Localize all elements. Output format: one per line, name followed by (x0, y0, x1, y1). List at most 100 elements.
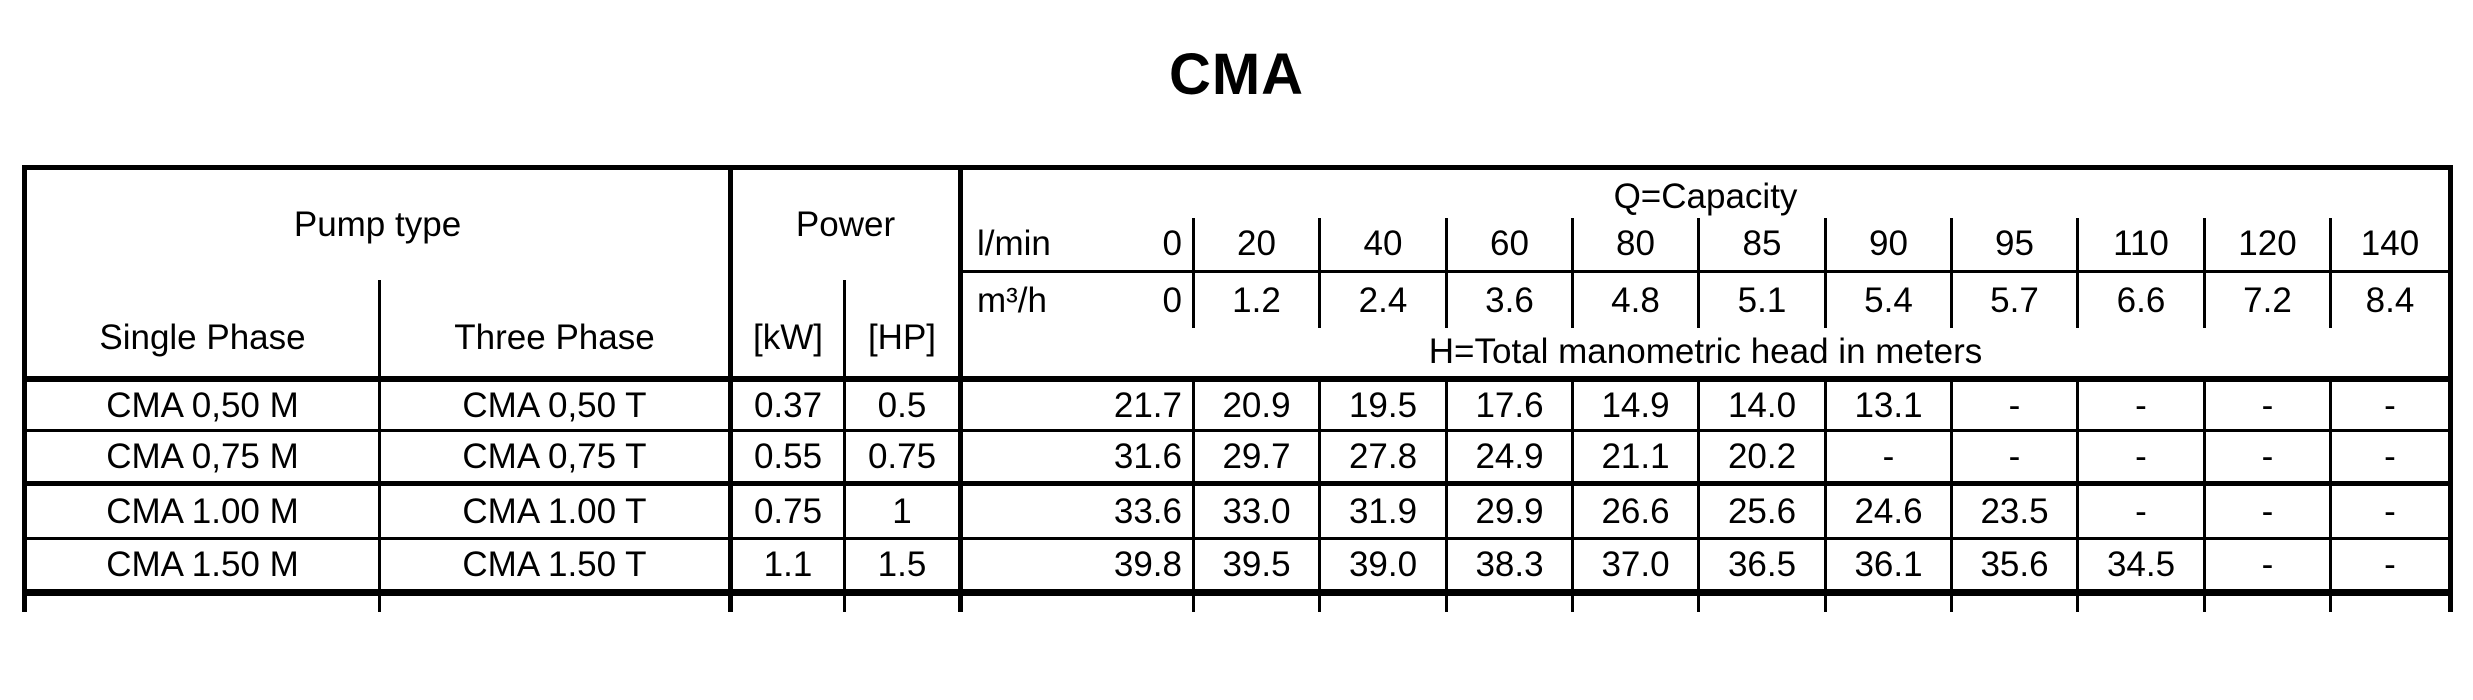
head-value-cell: 33.6 (1113, 491, 1182, 531)
head-value-cell: 24.9 (1475, 436, 1544, 476)
capacity-col-separator (1950, 218, 1953, 328)
kw-value-cell: 0.37 (753, 385, 823, 425)
table-border-right (2448, 165, 2453, 596)
hp-value-cell: 1.5 (877, 544, 927, 584)
capacity-col-separator (1950, 382, 1953, 589)
m3h-value-cell: 3.6 (1485, 280, 1534, 320)
m3h-label: m³/h (977, 280, 1047, 320)
head-value-cell: 34.5 (2106, 544, 2176, 584)
capacity-col-separator (1697, 382, 1700, 589)
head-value-cell: 25.6 (1727, 491, 1797, 531)
lmin-label: l/min (977, 224, 1051, 263)
grid-line-stub (1571, 596, 1574, 612)
capacity-col-separator (2076, 382, 2079, 589)
capacity-col-separator (2329, 218, 2332, 328)
single-phase-header: Single Phase (99, 318, 306, 357)
capacity-header: Q=Capacity (1613, 177, 1798, 216)
capacity-col-separator (1445, 218, 1448, 328)
capacity-col-separator (1445, 382, 1448, 589)
head-value-cell: - (2261, 385, 2274, 425)
m3h-label-cell: m³/h 0 (963, 273, 1192, 328)
hp-header: [HP] (867, 318, 937, 357)
single-phase-cell: CMA 1.00 M (106, 491, 299, 531)
header-bottom-rule (27, 376, 2448, 382)
kw-value-cell: 0.55 (753, 436, 823, 476)
m3h-value-cell: 2.4 (1358, 280, 1408, 320)
kw-value-cell: 1.1 (763, 544, 813, 584)
head-value-cell: 14.9 (1601, 385, 1670, 425)
head-value-cell: 37.0 (1601, 544, 1670, 584)
capacity-col-separator (1318, 218, 1321, 328)
grid-line-stub (1318, 596, 1321, 612)
grid-line-stub (1697, 596, 1700, 612)
page-title: CMA (1168, 42, 1305, 107)
head-value-cell: 27.8 (1348, 436, 1418, 476)
head-value-cell: - (2135, 491, 2147, 531)
head-value-cell: 21.7 (1113, 385, 1182, 425)
head-value-cell: 31.9 (1348, 491, 1418, 531)
lmin-value-cell: 40 (1363, 224, 1403, 263)
head-value-cell: - (2261, 544, 2274, 584)
head-value-cell: - (2008, 385, 2021, 425)
head-value-cell: 29.9 (1475, 491, 1544, 531)
pump-table: Pump type Power Q=Capacity Single Phase … (22, 165, 2453, 596)
divider-single-three (378, 280, 381, 589)
m3h-value-cell: 7.2 (2243, 280, 2292, 320)
m3h-value-cell: 5.1 (1737, 280, 1787, 320)
capacity-col-separator (1192, 382, 1195, 589)
m3h-value-cell: 1.2 (1232, 280, 1281, 320)
power-header: Power (795, 205, 896, 244)
row-rule-3 (27, 537, 2448, 540)
capacity-col-separator (2203, 218, 2206, 328)
three-phase-cell: CMA 1.00 T (462, 491, 647, 531)
head-value-cell: - (2135, 436, 2147, 476)
head-value-cell: 26.6 (1601, 491, 1670, 531)
hp-value-cell: 0.75 (867, 436, 937, 476)
capacity-col-separator (1824, 218, 1827, 328)
lmin-value: 0 (1162, 224, 1182, 263)
lmin-value-cell: 80 (1616, 224, 1655, 263)
single-phase-cell: CMA 0,75 M (106, 436, 299, 476)
m3h-value-cell: 5.4 (1864, 280, 1913, 320)
single-phase-cell: CMA 0,50 M (106, 385, 299, 425)
capacity-col-separator (1571, 218, 1574, 328)
head-value-cell: - (2384, 385, 2396, 425)
capacity-col-separator (1192, 218, 1195, 328)
head-value-cell: 39.5 (1222, 544, 1291, 584)
lmin-label-cell: l/min 0 (963, 218, 1192, 270)
head-value-cell: - (2384, 544, 2396, 584)
grid-line-stub (958, 596, 963, 612)
capacity-col-separator (1824, 382, 1827, 589)
lmin-value-cell: 120 (2238, 224, 2297, 263)
grid-line-stub (2203, 596, 2206, 612)
capacity-col-separator (1318, 382, 1321, 589)
head-value-cell: 33.0 (1222, 491, 1291, 531)
head-note: H=Total manometric head in meters (1428, 332, 1983, 371)
head-value-cell: 35.6 (1980, 544, 2049, 584)
table-border-top (22, 165, 2453, 170)
lmin-value-cell: 90 (1869, 224, 1908, 263)
head-value-cell: - (2384, 436, 2396, 476)
grid-line-stub (2076, 596, 2079, 612)
head-value-cell: 20.9 (1222, 385, 1291, 425)
grid-line-stub (728, 596, 733, 612)
capacity-col-separator (2203, 382, 2206, 589)
capacity-col-separator (2329, 382, 2332, 589)
head-value-cell: 39.8 (1113, 544, 1182, 584)
head-value-cell: 17.6 (1475, 385, 1544, 425)
grid-line-stub (22, 596, 27, 612)
head-value-cell: 39.0 (1348, 544, 1418, 584)
capacity-col-separator (1571, 382, 1574, 589)
m3h-value-cell: 5.7 (1990, 280, 2039, 320)
head-value-cell: 19.5 (1348, 385, 1418, 425)
grid-line-stub (378, 596, 381, 612)
grid-line-stub (2448, 596, 2453, 612)
row-rule-1 (27, 429, 2448, 432)
lmin-value-cell: 85 (1742, 224, 1782, 263)
head-value-cell: - (2261, 491, 2274, 531)
head-value-cell: 24.6 (1854, 491, 1923, 531)
three-phase-header: Three Phase (454, 318, 655, 357)
grid-line-stub (1950, 596, 1953, 612)
capacity-col-separator (1697, 218, 1700, 328)
row-rule-2 (27, 481, 2448, 486)
